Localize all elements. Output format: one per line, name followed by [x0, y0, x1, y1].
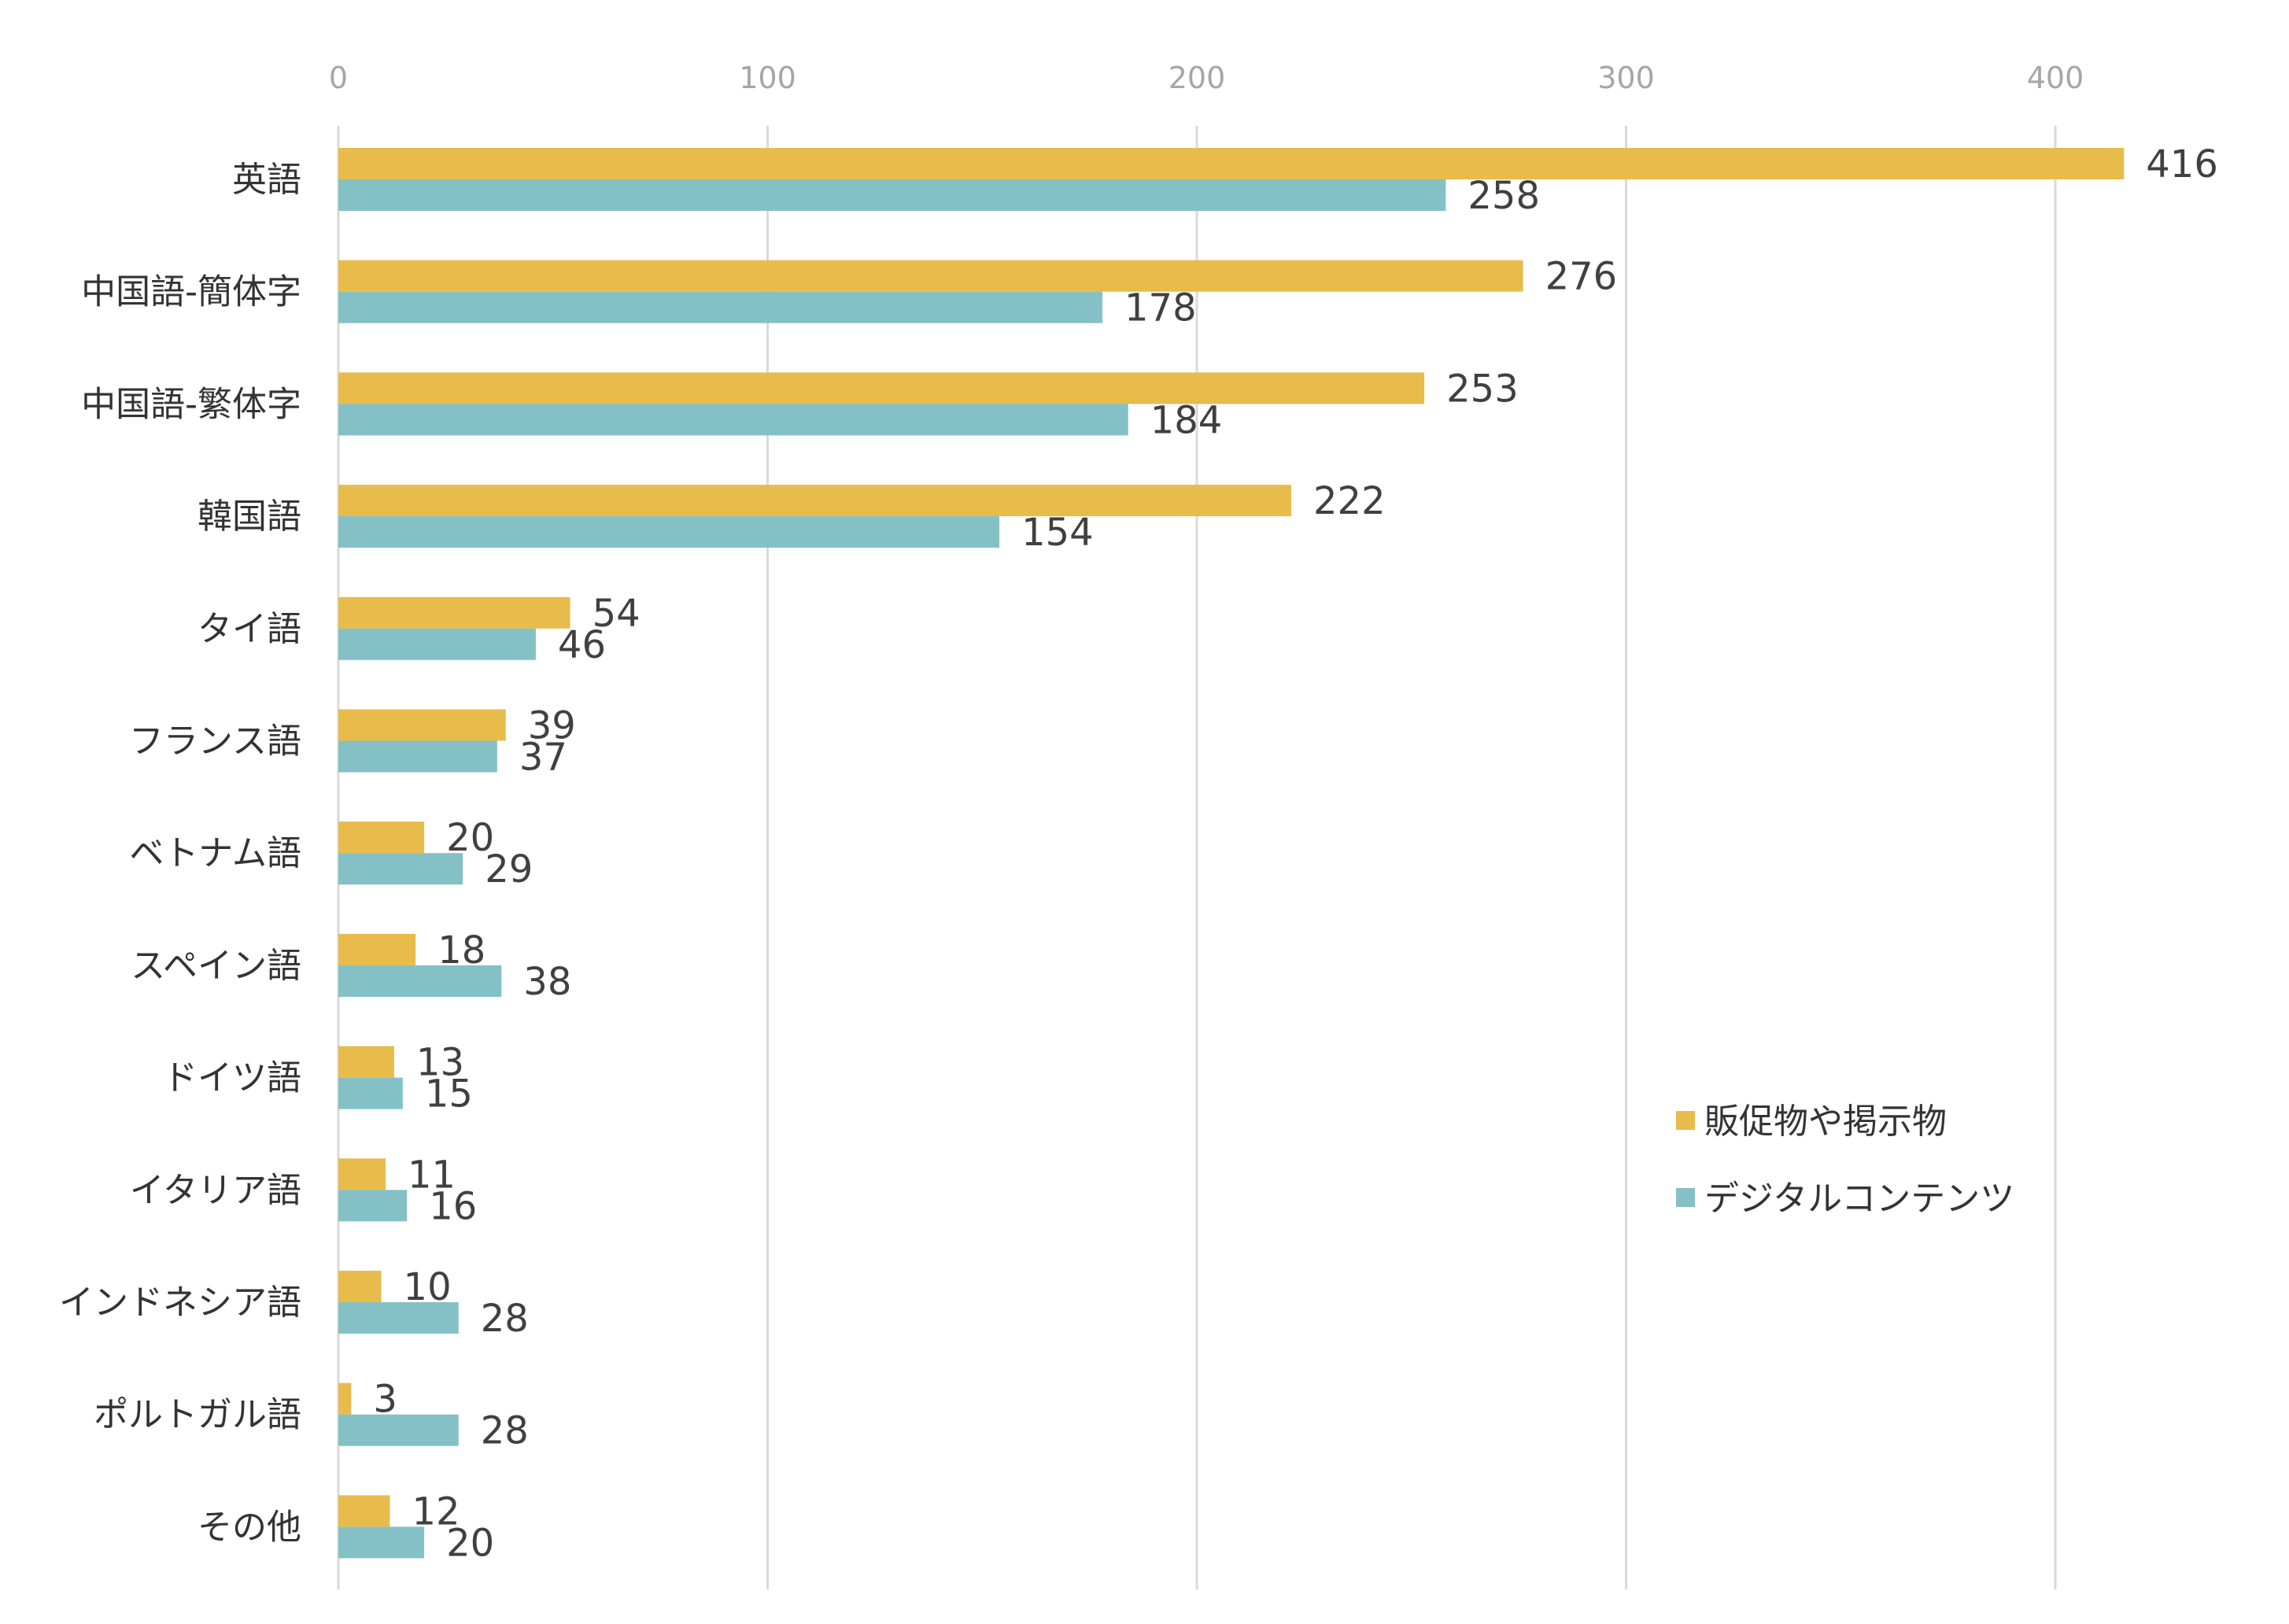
bar-promo — [338, 372, 1425, 404]
bar-promo — [338, 596, 570, 629]
category-label: 英語 — [232, 160, 301, 200]
data-label: 38 — [523, 960, 571, 1004]
data-label: 46 — [558, 623, 606, 667]
data-labels: 4162582761782531842221545446393720291838… — [373, 142, 2218, 1565]
category-label: 韓国語 — [198, 496, 301, 537]
category-label: 中国語-繁体字 — [81, 384, 301, 424]
gridlines — [337, 126, 2057, 1589]
data-label: 39 — [528, 704, 576, 748]
legend-swatch — [1676, 1188, 1695, 1207]
bar-digital — [338, 516, 1000, 548]
data-label: 54 — [593, 592, 641, 636]
category-label: 中国語-簡体字 — [81, 272, 301, 312]
data-label: 154 — [1021, 511, 1094, 555]
data-label: 253 — [1446, 367, 1519, 411]
bars — [338, 148, 2125, 1559]
category-labels: 英語中国語-簡体字中国語-繁体字韓国語タイ語フランス語ベトナム語スペイン語ドイツ… — [59, 160, 301, 1547]
data-label: 12 — [412, 1489, 460, 1534]
category-label: イタリア語 — [130, 1170, 301, 1210]
data-label: 11 — [408, 1153, 456, 1197]
category-label: タイ語 — [198, 609, 301, 649]
category-label: フランス語 — [129, 722, 301, 762]
x-tick-label: 100 — [739, 61, 796, 95]
bar-digital — [338, 853, 463, 885]
bar-promo — [338, 821, 425, 854]
bar-promo — [338, 709, 506, 741]
bar-promo — [338, 148, 2125, 179]
category-label: インドネシア語 — [59, 1283, 301, 1323]
bar-promo — [338, 1495, 390, 1527]
bar-digital — [338, 404, 1128, 436]
x-tick-label: 200 — [1168, 61, 1226, 95]
data-label: 13 — [416, 1041, 464, 1085]
bar-promo — [338, 1158, 386, 1190]
data-label: 276 — [1545, 255, 1618, 299]
bar-digital — [338, 1526, 425, 1559]
bar-digital — [338, 1190, 408, 1222]
bar-digital — [338, 628, 536, 660]
bar-digital — [338, 1302, 459, 1334]
data-label: 20 — [446, 816, 494, 860]
data-label: 258 — [1468, 174, 1540, 218]
data-label: 16 — [429, 1184, 477, 1228]
bar-digital — [338, 965, 502, 997]
data-label: 10 — [404, 1265, 452, 1309]
x-tick-label: 400 — [2027, 61, 2084, 95]
category-label: ベトナム語 — [129, 833, 301, 873]
x-tick-label: 300 — [1597, 61, 1655, 95]
category-label: ドイツ語 — [163, 1058, 301, 1098]
data-label: 37 — [519, 736, 567, 780]
bar-digital — [338, 1414, 459, 1446]
data-label: 29 — [485, 847, 533, 891]
bar-promo — [338, 1271, 382, 1302]
data-label: 178 — [1124, 286, 1197, 330]
category-label: ポルトガル語 — [94, 1395, 301, 1435]
data-label: 416 — [2146, 142, 2218, 186]
data-label: 20 — [446, 1521, 494, 1565]
data-label: 28 — [481, 1297, 529, 1341]
data-label: 184 — [1150, 398, 1223, 442]
data-label: 28 — [481, 1409, 529, 1453]
bar-digital — [338, 291, 1102, 323]
x-tick-label: 0 — [329, 61, 348, 95]
legend-label: 販促物や掲示物 — [1704, 1102, 1947, 1142]
data-label: 18 — [437, 928, 485, 973]
legend-label: デジタルコンテンツ — [1704, 1179, 2014, 1219]
legend-swatch — [1676, 1111, 1695, 1130]
data-label: 15 — [425, 1072, 473, 1116]
bar-promo — [338, 485, 1292, 517]
bar-promo — [338, 1382, 352, 1415]
bar-promo — [338, 1046, 394, 1078]
bar-digital — [338, 1077, 403, 1109]
data-label: 222 — [1313, 479, 1386, 523]
category-label: スペイン語 — [131, 946, 301, 986]
bar-digital — [338, 740, 497, 773]
category-label: その他 — [198, 1507, 301, 1547]
bar-promo — [338, 260, 1523, 292]
x-axis-ticks: 0 100 200 300 400 — [329, 61, 2084, 95]
data-label: 3 — [373, 1378, 397, 1422]
bar-digital — [338, 179, 1446, 211]
bar-promo — [338, 933, 416, 965]
